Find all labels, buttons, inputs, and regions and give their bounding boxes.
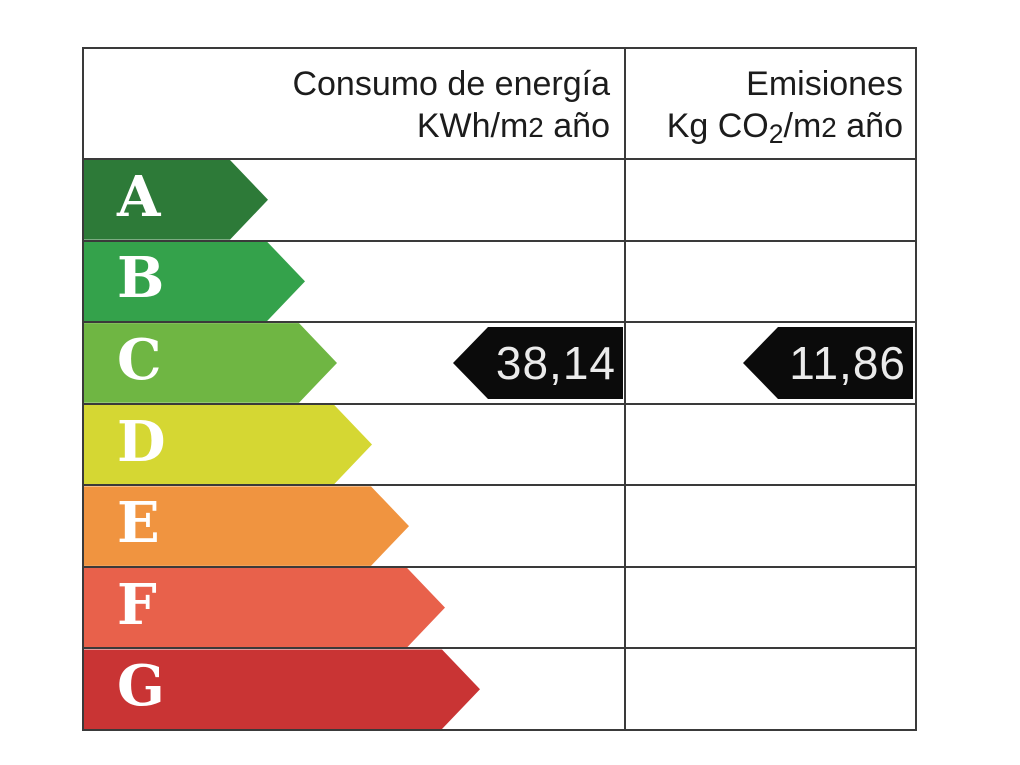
rating-row-a: A xyxy=(84,160,915,242)
rating-row-b: B xyxy=(84,242,915,324)
rating-arrow-g: G xyxy=(84,649,480,729)
emissions-value: 11,86 xyxy=(789,336,906,389)
rating-letter-e: E xyxy=(117,490,160,557)
rating-row-c: C 38,14 11,86 xyxy=(84,323,915,405)
rating-row-d: D xyxy=(84,405,915,487)
consumption-title: Consumo de energía xyxy=(292,65,610,103)
column-divider xyxy=(624,160,626,729)
rating-letter-g: G xyxy=(117,653,165,720)
table-header: Consumo de energía KWh/m2 año Emisiones … xyxy=(84,49,915,160)
rating-arrow-e: E xyxy=(84,486,409,566)
emissions-unit: Kg CO2/m2 año xyxy=(666,107,903,149)
rating-row-e: E xyxy=(84,486,915,568)
rating-arrow-f: F xyxy=(84,568,445,648)
rating-arrow-a: A xyxy=(84,160,268,240)
rating-rows: A B C 38,14 11,86 xyxy=(84,160,915,729)
rating-row-f: F xyxy=(84,568,915,650)
rating-arrow-b: B xyxy=(84,242,305,322)
rating-letter-b: B xyxy=(117,245,165,312)
emissions-title: Emisiones xyxy=(746,65,903,103)
rating-row-g: G xyxy=(84,649,915,729)
rating-letter-f: F xyxy=(117,571,157,638)
rating-arrow-c: C xyxy=(84,323,337,403)
rating-letter-d: D xyxy=(117,408,166,475)
rating-letter-a: A xyxy=(117,163,161,230)
emissions-column-header: Emisiones Kg CO2/m2 año xyxy=(626,49,915,158)
emissions-value-marker: 11,86 xyxy=(743,326,913,399)
rating-table: Consumo de energía KWh/m2 año Emisiones … xyxy=(82,47,917,731)
rating-letter-c: C xyxy=(117,326,162,393)
consumption-unit: KWh/m2 año xyxy=(416,107,610,145)
rating-arrow-d: D xyxy=(84,405,372,485)
consumption-value: 38,14 xyxy=(495,336,616,389)
consumption-column-header: Consumo de energía KWh/m2 año xyxy=(84,49,626,158)
consumption-value-marker: 38,14 xyxy=(453,326,623,399)
